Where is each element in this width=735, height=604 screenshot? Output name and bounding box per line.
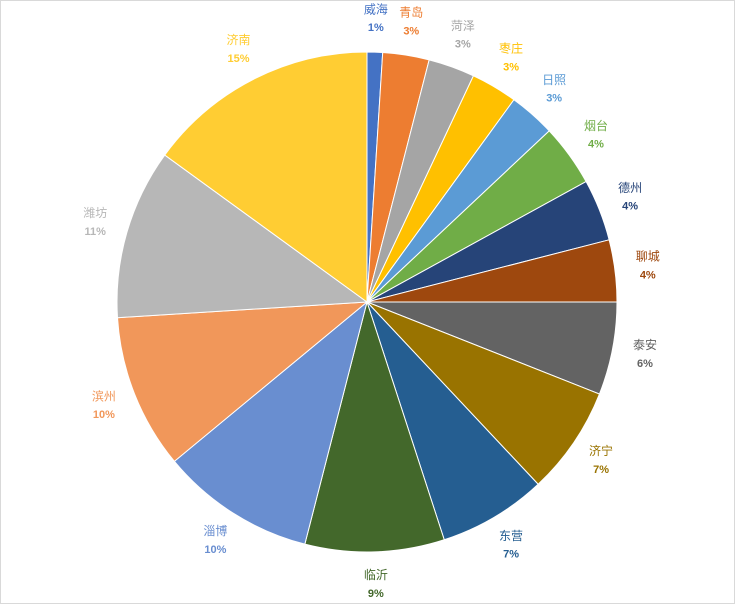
- slice-label: 枣庄: [499, 41, 523, 56]
- slice-label: 日照: [542, 73, 566, 87]
- slice-value-label: 7%: [503, 548, 519, 560]
- slice-label: 烟台: [584, 118, 608, 133]
- pie-slice: [164, 51, 368, 303]
- slice-value-label: 6%: [637, 358, 653, 370]
- slice-label: 德州: [618, 180, 642, 195]
- slice-value-label: 3%: [455, 39, 471, 51]
- pie-slice: [173, 300, 368, 545]
- slice-label: 潍坊: [83, 205, 107, 220]
- slice-label: 东营: [499, 529, 523, 543]
- slice-label: 临沂: [364, 568, 388, 582]
- slice-value-label: 4%: [640, 269, 656, 281]
- slice-value-label: 3%: [403, 25, 419, 37]
- slice-label: 聊城: [636, 250, 660, 264]
- slice-label: 泰安: [633, 337, 657, 352]
- pie-slice: [304, 300, 445, 553]
- slice-value-label: 10%: [93, 409, 115, 421]
- slice-value-label: 4%: [622, 201, 638, 213]
- pie-slice: [366, 301, 601, 485]
- slice-label: 济南: [227, 32, 251, 47]
- slice-value-label: 4%: [588, 139, 604, 151]
- slice-value-label: 9%: [368, 588, 384, 600]
- slice-label: 滨州: [92, 388, 116, 403]
- slice-label: 威海: [364, 1, 388, 16]
- slice-value-label: 11%: [85, 226, 107, 238]
- pie-slice: [116, 154, 369, 319]
- slice-value-label: 15%: [228, 53, 250, 65]
- slice-value-label: 10%: [204, 544, 226, 556]
- slice-label: 菏泽: [451, 19, 475, 33]
- slice-value-label: 3%: [546, 93, 562, 105]
- slice-label: 青岛: [399, 5, 423, 20]
- slice-label: 济宁: [589, 443, 613, 458]
- slice-value-label: 1%: [368, 22, 384, 34]
- slice-label: 淄博: [203, 523, 227, 538]
- pie-slice: [116, 301, 369, 463]
- slice-value-label: 7%: [593, 464, 609, 476]
- slice-value-label: 3%: [503, 61, 519, 73]
- pie-slice: [366, 301, 539, 541]
